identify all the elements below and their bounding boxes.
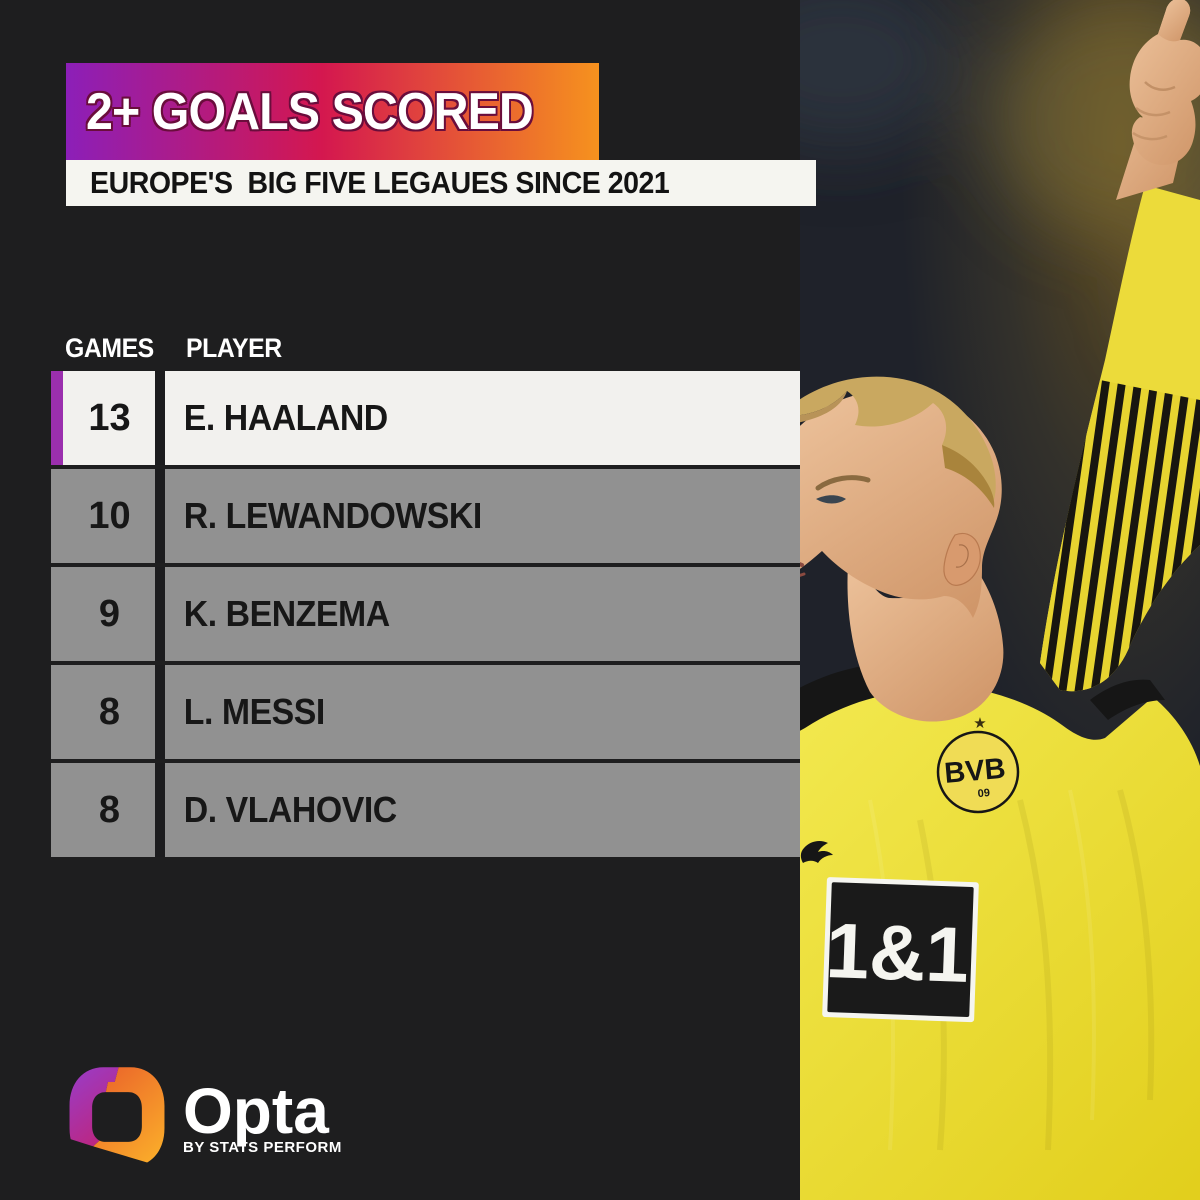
svg-text:1&1: 1&1	[824, 906, 970, 999]
svg-text:★: ★	[973, 715, 986, 732]
svg-text:09: 09	[977, 787, 990, 800]
svg-text:BVB: BVB	[943, 753, 1007, 790]
